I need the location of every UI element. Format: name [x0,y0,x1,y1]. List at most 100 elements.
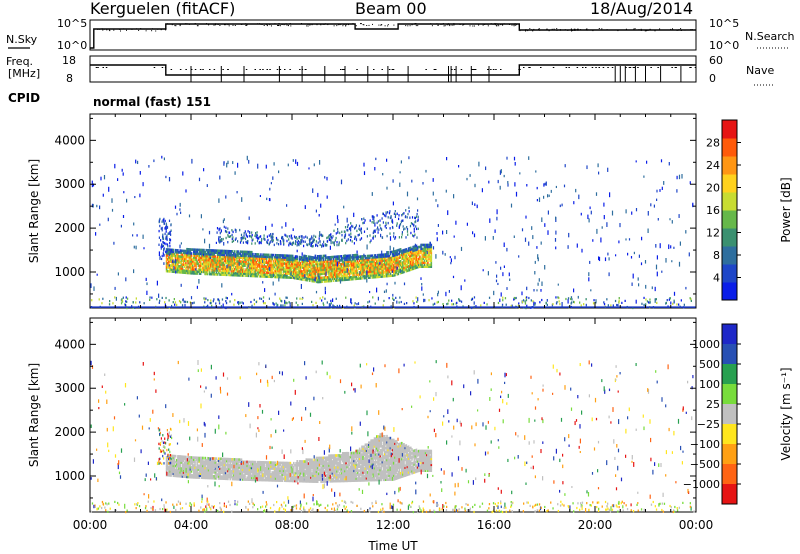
data-cell [610,304,612,307]
data-cell [171,256,173,260]
data-cell [559,303,561,306]
data-cell [378,269,380,273]
data-cell [448,299,450,302]
data-cell [215,265,218,268]
nave-dot [633,67,636,68]
noise-dot [580,29,582,31]
data-cell [354,271,356,275]
data-cell [183,475,186,478]
data-cell [503,265,505,268]
data-cell [411,248,413,251]
data-cell [255,300,257,304]
data-cell [240,239,242,242]
data-cell [199,250,202,254]
data-cell [218,259,220,262]
data-cell [184,300,187,303]
data-cell [570,296,573,299]
data-cell [365,264,368,268]
noise-dot [478,24,480,26]
data-cell [214,471,217,474]
data-cell [322,243,324,246]
data-cell [347,264,350,267]
data-cell [245,272,247,275]
data-cell [322,296,324,299]
data-cell [391,262,394,266]
data-cell [348,278,351,281]
data-cell [188,269,191,273]
data-cell [389,227,391,230]
data-cell [369,219,371,222]
data-cell [189,456,192,459]
data-cell [215,467,218,470]
data-cell [201,250,203,254]
data-cell [340,274,343,278]
data-cell [211,461,213,464]
nave-dot [105,67,108,68]
data-cell [346,255,348,258]
data-cell [161,245,163,248]
data-cell [280,258,283,261]
data-cell [354,277,356,281]
data-cell [288,272,291,275]
nave-dot [266,69,268,70]
data-cell [282,260,285,263]
data-cell [532,235,534,240]
data-cell [302,274,304,277]
data-cell [337,273,339,276]
noise-dot [381,24,383,26]
data-cell [212,255,214,258]
data-cell [247,274,250,278]
data-cell [410,250,412,254]
nave-dot [279,69,282,70]
data-cell [205,470,208,474]
data-cell [296,244,298,247]
data-cell [196,462,198,465]
data-cell [609,192,611,198]
data-cell [418,259,420,263]
noise-dot [309,23,311,25]
data-cell [218,265,220,268]
data-cell [397,262,400,266]
data-cell [210,476,212,480]
data-cell [306,277,309,280]
data-cell [422,261,425,265]
data-cell [202,462,204,466]
data-cell [264,261,267,264]
data-cell [194,256,196,259]
data-cell [282,304,284,307]
data-cell [289,260,292,264]
nave-dot [576,67,579,68]
data-cell [424,298,426,302]
data-cell [269,263,271,267]
noise-dot [677,29,679,31]
data-cell [187,267,189,271]
data-cell [302,272,304,275]
data-cell [173,264,176,268]
data-cell [321,262,323,266]
data-cell [422,247,425,251]
noise-dot [559,29,561,31]
data-cell [401,257,403,261]
data-cell [401,261,403,265]
data-cell [428,265,430,268]
data-cell [139,301,141,304]
noise-dot [228,25,230,27]
data-cell [372,272,375,275]
data-cell [251,264,253,268]
data-cell [181,304,184,307]
data-cell [312,244,314,248]
data-cell [641,302,643,305]
data-cell [332,271,335,275]
data-cell [360,271,362,274]
data-cell [195,458,197,461]
data-cell [278,263,280,267]
data-cell [191,464,194,467]
data-cell [323,278,326,281]
data-cell [373,216,375,219]
data-cell [665,258,667,263]
data-cell [381,236,384,239]
data-cell [193,268,195,271]
data-cell [171,268,173,271]
data-cell [374,269,377,273]
